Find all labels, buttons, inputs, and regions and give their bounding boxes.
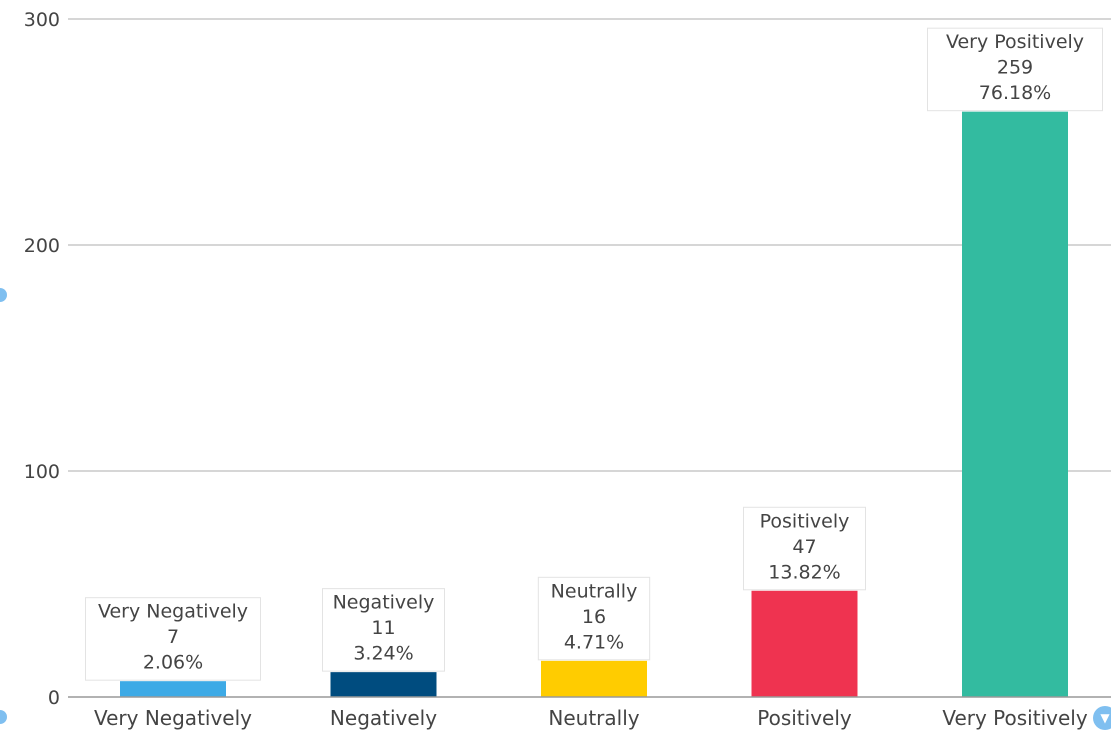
data-label-value: 7 [167,626,179,648]
bar[interactable] [541,660,647,697]
data-label-percent: 76.18% [979,82,1051,104]
x-tick-label: Very Negatively [94,706,252,730]
data-label-value: 11 [371,617,395,639]
data-label: Very Positively 259 76.18% [927,27,1103,112]
y-tick-label: 300 [24,9,60,31]
data-label: Neutrally 16 4.71% [537,576,651,661]
bar[interactable] [330,672,437,697]
bar[interactable] [120,681,226,697]
data-label-box [322,588,445,672]
y-axis: 0 100 200 300 [24,9,60,709]
bars-layer [120,111,1068,697]
data-label-value: 16 [582,606,606,628]
data-label-box [743,506,866,591]
y-tick-label: 200 [24,235,60,257]
grid-layer [68,18,1111,472]
data-label-category: Very Positively [946,31,1084,53]
data-label-percent: 4.71% [564,631,624,653]
data-label-percent: 2.06% [143,652,203,674]
data-label-category: Very Negatively [98,601,248,623]
data-label-percent: 13.82% [768,561,840,583]
x-tick-label: Very Positively [942,706,1088,730]
data-label-category: Positively [760,510,850,532]
filter-icon[interactable]: ▼ [1093,706,1111,730]
x-tick-label: Positively [757,706,852,730]
data-label-percent: 3.24% [353,643,413,665]
data-label-category: Negatively [333,592,435,614]
dot-icon [0,710,7,724]
bar[interactable] [751,590,858,697]
data-label-box [537,576,651,661]
data-label-value: 259 [997,57,1033,79]
bar[interactable] [962,111,1068,697]
x-tick-label: Negatively [330,706,437,730]
data-label: Positively 47 13.82% [743,506,866,591]
x-axis: Very Negatively Negatively Neutrally Positi… [68,696,1111,730]
data-label-box [927,27,1103,112]
x-tick-label: Neutrally [548,706,639,730]
data-label-category: Neutrally [551,580,638,602]
data-label: Negatively 11 3.24% [322,588,445,672]
data-label-value: 47 [792,536,816,558]
data-labels-layer: Very Negatively72.06%Negatively113.24%Ne… [85,27,1103,681]
data-label: Very Negatively 7 2.06% [85,597,261,681]
dot-icon [0,288,7,302]
y-tick-label: 0 [48,687,60,709]
data-label-box [85,597,261,681]
y-tick-label: 100 [24,461,60,483]
